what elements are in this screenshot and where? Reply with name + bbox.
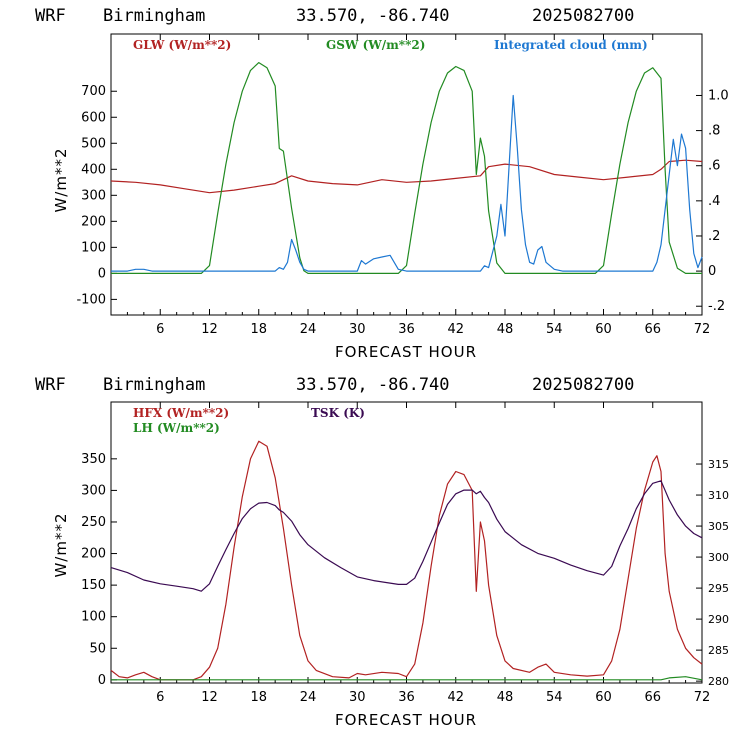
x-tick-label: 60 <box>595 690 612 705</box>
chart-1-header-model: WRF <box>35 6 66 26</box>
y-tick-label: 0 <box>98 673 106 688</box>
x-tick-label: 54 <box>546 690 563 705</box>
chart-1-y-axis-label: W/m**2 <box>52 147 70 212</box>
y2-tick-label: 295 <box>708 582 729 595</box>
y-tick-label: 50 <box>89 641 106 656</box>
chart-1-y2-ticks: -.2 0 .2 .4 .6 .8 1.0 <box>696 88 729 314</box>
chart-2-header-coords: 33.570, -86.740 <box>296 375 450 395</box>
y-tick-label: 200 <box>81 547 106 562</box>
chart-1-legend-glw: GLW (W/m**2) <box>133 38 231 52</box>
x-tick-label: 12 <box>201 690 218 705</box>
y2-tick-label: 305 <box>708 520 729 533</box>
x-tick-label: 24 <box>300 690 317 705</box>
y2-tick-label: 315 <box>708 458 729 471</box>
series-line-3 <box>111 94 703 272</box>
y2-tick-label: 310 <box>708 489 729 502</box>
x-tick-label: 6 <box>156 690 164 705</box>
x-tick-label: 36 <box>398 322 415 337</box>
chart-1-legend-cloud: Integrated cloud (mm) <box>494 38 648 52</box>
y-tick-label: 400 <box>81 162 106 177</box>
series-line-1 <box>110 159 703 194</box>
chart-2-legend-hfx: HFX (W/m**2) <box>133 406 229 420</box>
x-tick-label: 48 <box>497 690 514 705</box>
x-tick-label: 18 <box>250 690 267 705</box>
chart-2-y-ticks: 0 50 100 150 200 250 300 350 <box>81 452 117 688</box>
y2-tick-label: .6 <box>708 159 720 174</box>
chart-1: WRF Birmingham 33.570, -86.740 202508270… <box>35 6 729 361</box>
chart-1-x-axis-label: FORECAST HOUR <box>335 343 477 361</box>
y2-tick-label: .2 <box>708 229 720 244</box>
chart-2-legend-lh: LH (W/m**2) <box>133 421 220 435</box>
y-tick-label: 0 <box>98 266 106 281</box>
chart-2-header-model: WRF <box>35 375 66 395</box>
x-tick-label: 30 <box>349 690 366 705</box>
series-line-1 <box>110 440 703 681</box>
x-tick-label: 60 <box>595 322 612 337</box>
chart-2-series <box>110 440 703 681</box>
chart-2-legend-tsk: TSK (K) <box>311 406 365 420</box>
x-tick-label: 66 <box>644 322 661 337</box>
x-tick-label: 66 <box>644 690 661 705</box>
chart-1-header-coords: 33.570, -86.740 <box>296 6 450 26</box>
y-tick-label: -100 <box>76 292 106 307</box>
y2-tick-label: 280 <box>708 675 729 688</box>
y2-tick-label: 0 <box>708 264 716 279</box>
series-line-3 <box>110 480 703 592</box>
y2-tick-label: 290 <box>708 613 729 626</box>
chart-2: WRF Birmingham 33.570, -86.740 202508270… <box>35 375 729 729</box>
chart-1-header-datetime: 2025082700 <box>532 6 634 26</box>
chart-2-plot-frame <box>110 401 703 684</box>
y-tick-label: 300 <box>81 483 106 498</box>
y2-tick-label: 300 <box>708 551 729 564</box>
chart-1-legend-gsw: GSW (W/m**2) <box>326 38 425 52</box>
y-tick-label: 200 <box>81 214 106 229</box>
chart-1-x-ticks: 6 12 18 24 30 36 42 48 54 60 66 72 <box>126 34 711 337</box>
chart-1-header-location: Birmingham <box>103 6 205 26</box>
x-tick-label: 36 <box>398 690 415 705</box>
y2-tick-label: -.2 <box>708 299 725 314</box>
chart-2-x-axis-label: FORECAST HOUR <box>335 711 477 729</box>
x-tick-label: 42 <box>447 322 464 337</box>
x-tick-label: 42 <box>447 690 464 705</box>
y-tick-label: 250 <box>81 515 106 530</box>
y-tick-label: 150 <box>81 578 106 593</box>
x-tick-label: 72 <box>694 690 711 705</box>
chart-1-y-ticks: -100 0 100 200 300 400 500 600 700 <box>76 84 117 307</box>
x-tick-label: 6 <box>156 322 164 337</box>
x-tick-label: 24 <box>300 322 317 337</box>
chart-2-y-axis-label: W/m**2 <box>52 512 70 577</box>
y2-tick-label: 1.0 <box>708 88 729 103</box>
chart-2-header-location: Birmingham <box>103 375 205 395</box>
y2-tick-label: .4 <box>708 194 720 209</box>
y-tick-label: 700 <box>81 84 106 99</box>
y2-tick-label: 285 <box>708 644 729 657</box>
x-tick-label: 30 <box>349 322 366 337</box>
y-tick-label: 100 <box>81 240 106 255</box>
chart-2-x-ticks: 6 12 18 24 30 36 42 48 54 60 66 72 <box>126 402 711 705</box>
series-line-2 <box>111 676 703 681</box>
y-tick-label: 500 <box>81 136 106 151</box>
x-tick-label: 54 <box>546 322 563 337</box>
chart-2-header-datetime: 2025082700 <box>532 375 634 395</box>
x-tick-label: 12 <box>201 322 218 337</box>
y-tick-label: 300 <box>81 188 106 203</box>
y-tick-label: 350 <box>81 452 106 467</box>
x-tick-label: 18 <box>250 322 267 337</box>
y2-tick-label: .8 <box>708 124 720 139</box>
y-tick-label: 100 <box>81 610 106 625</box>
x-tick-label: 72 <box>694 322 711 337</box>
chart-1-series <box>110 62 703 274</box>
chart-2-y2-ticks: 280 285 290 295 300 305 310 315 <box>696 458 729 688</box>
y-tick-label: 600 <box>81 110 106 125</box>
x-tick-label: 48 <box>497 322 514 337</box>
series-line-2 <box>111 62 702 274</box>
